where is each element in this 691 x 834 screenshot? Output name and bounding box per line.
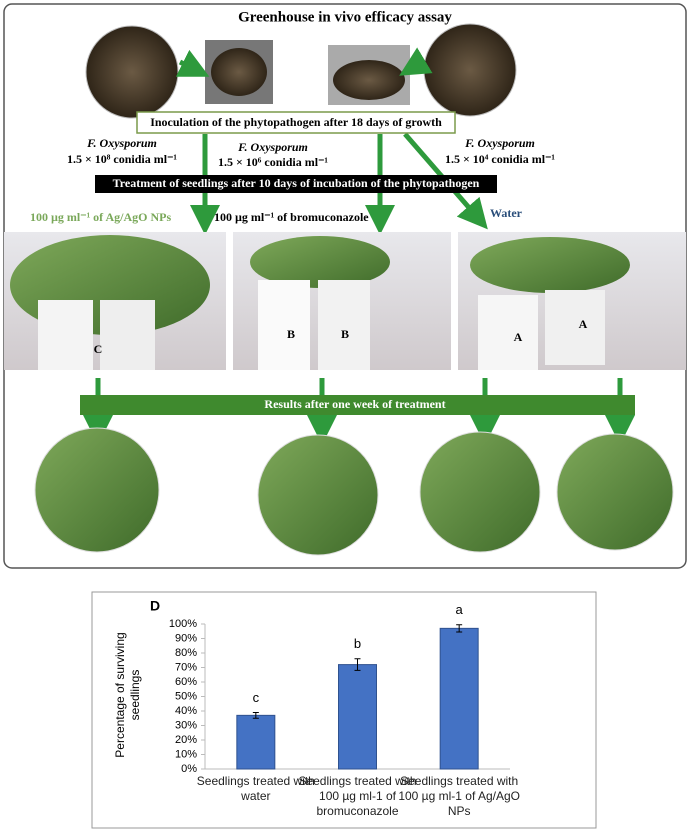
significance-letter: a (456, 602, 464, 617)
organism: F. Oxysporum (464, 136, 535, 150)
y-tick-label: 40% (175, 705, 197, 717)
x-tick-label: Seedlings treated with water (196, 774, 315, 803)
error-bar (354, 658, 361, 671)
y-tick-label: 0% (181, 763, 197, 775)
y-tick-label: 60% (175, 676, 197, 688)
pot-label: A (579, 317, 588, 331)
treatment-banner (95, 175, 497, 193)
photo-cup (318, 280, 370, 370)
organism: F. Oxysporum (237, 140, 308, 154)
organism: F. Oxysporum (86, 136, 157, 150)
panel-label: D (150, 598, 160, 614)
concentration: 1.5 × 10⁶ conidia ml⁻¹ (218, 155, 328, 169)
bar (236, 714, 276, 770)
photo-soil (333, 60, 405, 100)
photo-result (257, 434, 379, 556)
photo-closeup (85, 25, 179, 119)
bar (338, 664, 377, 770)
bar (439, 627, 479, 770)
pot-label: A (514, 330, 523, 344)
inoculation-text: Inoculation of the phytopathogen after 1… (150, 115, 442, 129)
inoculation-box (136, 111, 456, 134)
photo-closeup (423, 23, 517, 117)
y-tick-label: 90% (175, 632, 197, 644)
y-tick-label: 30% (175, 719, 197, 731)
pot-label: B (341, 327, 349, 341)
significance-letter: c (253, 690, 260, 705)
significance-letter: b (354, 636, 361, 651)
photo-cup (478, 295, 538, 370)
y-tick-label: 80% (175, 647, 197, 659)
pot-label: B (287, 327, 295, 341)
photo-leaves (470, 237, 630, 293)
pot-label: C (94, 342, 103, 356)
y-tick-label: 100% (169, 618, 197, 630)
y-tick-label: 70% (175, 661, 197, 673)
photo-leaves (250, 236, 390, 288)
photo-cup (258, 280, 310, 370)
figure-title: Greenhouse in vivo efficacy assay (238, 9, 452, 25)
treatment-label: Water (490, 206, 523, 220)
y-tick-label: 20% (175, 734, 197, 746)
treatment-label: 100 µg ml⁻¹ of bromuconazole (214, 210, 369, 224)
concentration: 1.5 × 10⁸ conidia ml⁻¹ (67, 152, 177, 166)
photo-cup (545, 290, 605, 365)
results-banner (80, 395, 635, 415)
y-axis-label: Percentage of surviving seedlings (113, 632, 142, 758)
treatment-label: 100 µg ml⁻¹ of Ag/AgO NPs (30, 210, 172, 224)
error-bar (252, 711, 259, 719)
photo-result (34, 427, 160, 553)
photo-soil (211, 48, 267, 96)
treatment-text: Treatment of seedlings after 10 days of … (113, 176, 480, 190)
y-tick-label: 50% (175, 690, 197, 702)
photo-cup (38, 300, 93, 370)
photo-result (556, 433, 674, 551)
x-tick-label: Seedlings treated with 100 µg ml-1 of br… (298, 774, 417, 818)
photo-result (419, 431, 541, 553)
error-bar (456, 624, 463, 633)
concentration: 1.5 × 10⁴ conidia ml⁻¹ (445, 152, 555, 166)
y-tick-label: 10% (175, 748, 197, 760)
x-tick-label: Seedlings treated with 100 µg ml-1 of Ag… (398, 774, 520, 818)
photo-cup (100, 300, 155, 370)
results-text: Results after one week of treatment (264, 397, 445, 411)
